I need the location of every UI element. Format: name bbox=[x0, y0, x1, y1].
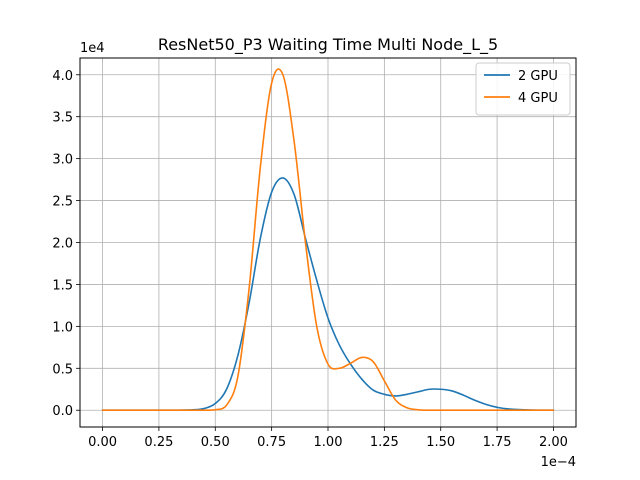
y-tick-label: 1.0 bbox=[52, 320, 73, 335]
legend: 2 GPU 4 GPU bbox=[475, 62, 571, 116]
x-tick-label: 1.00 bbox=[314, 435, 343, 450]
x-axis-offset-text: 1e−4 bbox=[541, 455, 576, 470]
x-tick-label: 0.00 bbox=[88, 435, 117, 450]
x-tick-label: 1.50 bbox=[426, 435, 455, 450]
y-tick-label: 3.5 bbox=[52, 111, 73, 126]
x-tick-label: 0.75 bbox=[257, 435, 286, 450]
y-tick-label: 0.0 bbox=[52, 404, 73, 419]
y-tick-label: 2.0 bbox=[52, 237, 73, 252]
x-axis: 0.00 0.25 0.50 0.75 1.00 1.25 1.50 1.75 2.00 bbox=[88, 427, 568, 450]
y-tick-label: 1.5 bbox=[52, 278, 73, 293]
x-tick-label: 0.25 bbox=[144, 435, 173, 450]
series-line-2 bbox=[101, 68, 555, 412]
series-line-1 bbox=[101, 177, 555, 412]
chart-title: ResNet50_P3 Waiting Time Multi Node_L_5 bbox=[158, 35, 498, 55]
legend-box bbox=[475, 62, 571, 116]
y-tick-label: 4.0 bbox=[52, 69, 73, 84]
series-layer bbox=[101, 68, 555, 412]
legend-label: 4 GPU bbox=[518, 91, 558, 106]
y-axis: 0.0 0.5 1.0 1.5 2.0 2.5 3.0 3.5 4.0 bbox=[52, 69, 80, 419]
legend-label: 2 GPU bbox=[518, 69, 558, 84]
y-tick-label: 3.0 bbox=[52, 153, 73, 168]
y-axis-offset-text: 1e4 bbox=[80, 41, 105, 56]
x-tick-label: 1.75 bbox=[483, 435, 512, 450]
y-tick-label: 0.5 bbox=[52, 362, 73, 377]
y-tick-label: 2.5 bbox=[52, 195, 73, 210]
x-tick-label: 2.00 bbox=[539, 435, 568, 450]
x-tick-label: 1.25 bbox=[370, 435, 399, 450]
x-tick-label: 0.50 bbox=[201, 435, 230, 450]
